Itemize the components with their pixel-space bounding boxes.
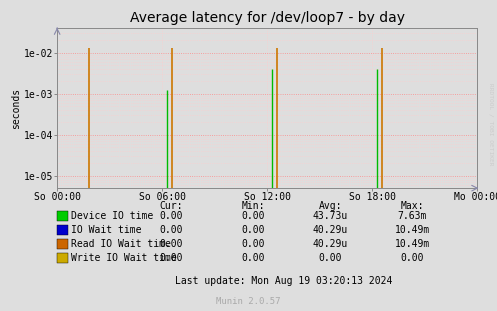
Text: Write IO Wait time: Write IO Wait time bbox=[71, 253, 177, 263]
Text: 0.00: 0.00 bbox=[242, 239, 265, 249]
Text: 0.00: 0.00 bbox=[242, 225, 265, 235]
Text: 0.00: 0.00 bbox=[160, 253, 183, 263]
Text: 0.00: 0.00 bbox=[160, 239, 183, 249]
Text: 0.00: 0.00 bbox=[160, 211, 183, 221]
Text: 40.29u: 40.29u bbox=[313, 239, 348, 249]
Text: Read IO Wait time: Read IO Wait time bbox=[71, 239, 171, 249]
Text: 7.63m: 7.63m bbox=[398, 211, 427, 221]
Text: IO Wait time: IO Wait time bbox=[71, 225, 142, 235]
Text: Max:: Max: bbox=[401, 201, 424, 211]
Text: Device IO time: Device IO time bbox=[71, 211, 153, 221]
Text: 40.29u: 40.29u bbox=[313, 225, 348, 235]
Title: Average latency for /dev/loop7 - by day: Average latency for /dev/loop7 - by day bbox=[130, 12, 405, 26]
Text: 0.00: 0.00 bbox=[401, 253, 424, 263]
Text: Munin 2.0.57: Munin 2.0.57 bbox=[216, 297, 281, 306]
Text: 10.49m: 10.49m bbox=[395, 225, 430, 235]
Text: 0.00: 0.00 bbox=[242, 211, 265, 221]
Text: 0.00: 0.00 bbox=[242, 253, 265, 263]
Text: 43.73u: 43.73u bbox=[313, 211, 348, 221]
Text: 0.00: 0.00 bbox=[319, 253, 342, 263]
Text: 10.49m: 10.49m bbox=[395, 239, 430, 249]
Text: Last update: Mon Aug 19 03:20:13 2024: Last update: Mon Aug 19 03:20:13 2024 bbox=[174, 276, 392, 285]
Text: 0.00: 0.00 bbox=[160, 225, 183, 235]
Text: Cur:: Cur: bbox=[160, 201, 183, 211]
Y-axis label: seconds: seconds bbox=[11, 87, 21, 129]
Text: RRDTOOL / TOBI OETIKER: RRDTOOL / TOBI OETIKER bbox=[489, 83, 494, 166]
Text: Avg:: Avg: bbox=[319, 201, 342, 211]
Text: Min:: Min: bbox=[242, 201, 265, 211]
